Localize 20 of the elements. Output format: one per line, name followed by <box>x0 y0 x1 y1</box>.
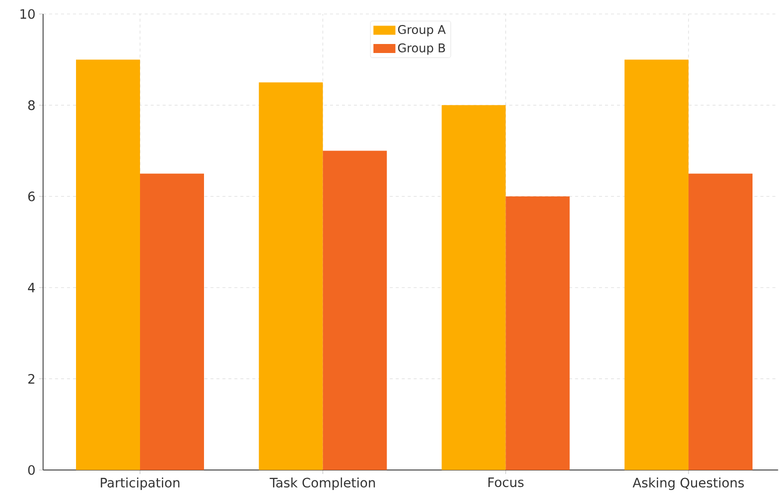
bar <box>624 60 689 470</box>
y-tick-label: 4 <box>28 282 35 292</box>
bar <box>140 174 204 470</box>
bar <box>688 174 753 470</box>
bar <box>322 150 387 470</box>
legend-label: Group B <box>398 43 445 55</box>
x-tick-label: Participation <box>100 478 180 490</box>
y-tick-label: 6 <box>28 191 35 202</box>
y-tick-label: 0 <box>28 465 35 475</box>
x-tick-label: Task Completion <box>270 478 375 490</box>
bar <box>442 105 506 470</box>
x-tick-label: Asking Questions <box>632 478 744 490</box>
bar <box>258 82 323 470</box>
bar <box>506 196 570 470</box>
bar <box>76 60 140 470</box>
y-tick-label: 2 <box>28 374 34 384</box>
legend-label: Group A <box>398 25 446 36</box>
x-tick-label: Focus <box>488 478 524 488</box>
y-tick-label: 10 <box>20 9 35 19</box>
y-tick-label: 8 <box>28 100 35 110</box>
